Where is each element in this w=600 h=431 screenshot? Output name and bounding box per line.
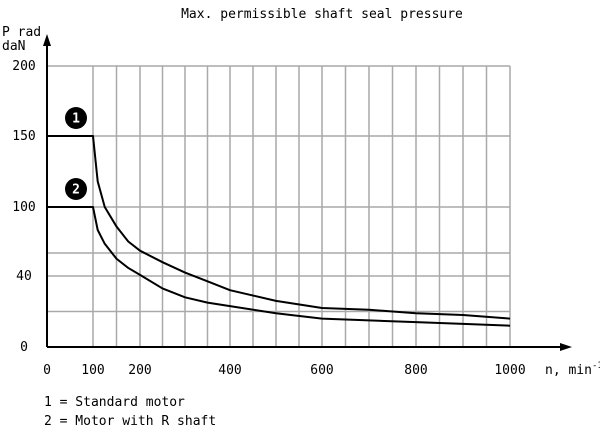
y-axis-arrow-icon: [43, 34, 51, 46]
x-axis-arrow-icon: [560, 343, 572, 351]
series-line-1: [47, 135, 511, 320]
tick-labels: 0 40 100 150 200 0 100 200 400 600 800 1000: [12, 59, 525, 378]
x-tick-label: 600: [310, 363, 333, 378]
chart-title: Max. permissible shaft seal pressure: [181, 7, 463, 22]
legend-entry-1: 1 = Standard motor: [44, 395, 185, 410]
y-tick-label: 150: [12, 129, 35, 144]
y-tick-label: 0: [20, 340, 28, 355]
y-tick-label: 40: [16, 269, 32, 284]
series-marker-1-label: 1: [72, 112, 80, 127]
series-marker-1-badge: [65, 107, 87, 129]
x-tick-label: 200: [128, 363, 151, 378]
grid: [47, 65, 511, 347]
axes: [43, 34, 572, 351]
series-marker-2-badge: [65, 178, 87, 200]
series-markers: 12: [65, 107, 87, 200]
x-axis-label-superscript: -1: [592, 361, 600, 371]
x-axis-label: n, min-1: [545, 361, 600, 378]
legend-entry-2: 2 = Motor with R shaft: [44, 414, 217, 429]
x-tick-label: 1000: [494, 363, 525, 378]
series-line-2: [47, 206, 511, 327]
y-tick-label: 200: [12, 59, 35, 74]
x-tick-label: 0: [43, 363, 51, 378]
x-axis-label-text: n, min: [545, 363, 592, 378]
y-axis-label-line2: daN: [2, 39, 25, 54]
x-tick-label: 100: [81, 363, 104, 378]
series: [47, 135, 511, 327]
y-tick-label: 100: [12, 200, 35, 215]
y-axis-label-line1: P rad: [2, 25, 41, 40]
series-marker-2-label: 2: [72, 183, 80, 198]
x-tick-label: 800: [404, 363, 427, 378]
x-tick-label: 400: [218, 363, 241, 378]
